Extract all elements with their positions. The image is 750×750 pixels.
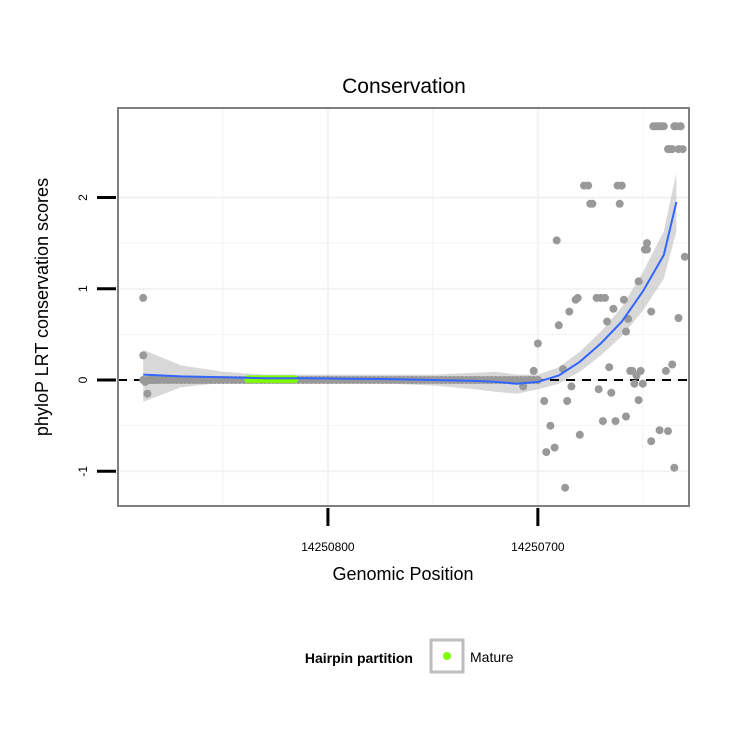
- data-point: [561, 483, 570, 492]
- y-tick-label: -1: [76, 466, 90, 477]
- data-point: [643, 239, 651, 248]
- y-axis: -1 0 1 2: [76, 194, 116, 477]
- smooth-line: [143, 201, 678, 385]
- legend: Hairpin partition Mature: [305, 638, 514, 674]
- data-point: [550, 443, 559, 452]
- data-point: [678, 145, 687, 154]
- data-point: [643, 245, 651, 254]
- data-point: [605, 363, 614, 372]
- data-point: [575, 430, 584, 439]
- data-point: [607, 388, 616, 397]
- legend-label-mature: Mature: [470, 649, 514, 665]
- data-point: [603, 317, 612, 326]
- data-point: [567, 382, 576, 391]
- data-point: [542, 448, 551, 457]
- data-point: [668, 360, 677, 369]
- chart-title: Conservation: [342, 75, 466, 98]
- data-point: [634, 396, 643, 405]
- legend-key-mature: [443, 652, 451, 660]
- data-point: [630, 379, 639, 388]
- data-point: [546, 421, 555, 430]
- data-point: [670, 463, 679, 472]
- data-point: [552, 236, 561, 245]
- x-tick-label: 14250800: [301, 540, 355, 554]
- y-axis-title: phyloP LRT conservation scores: [32, 178, 52, 436]
- data-point: [676, 122, 685, 131]
- smooth-curve: [143, 201, 678, 385]
- data-point: [143, 389, 152, 398]
- data-point: [540, 397, 549, 405]
- data-point: [139, 293, 148, 302]
- data-point: [647, 307, 656, 316]
- data-points: [139, 122, 689, 492]
- y-tick-label: 0: [76, 376, 90, 383]
- data-point: [563, 397, 572, 405]
- data-point: [519, 382, 528, 391]
- data-point: [634, 277, 643, 286]
- grid: [118, 108, 689, 506]
- x-axis: 14250800 14250700: [301, 508, 565, 554]
- data-point: [611, 417, 620, 426]
- y-tick-label: 2: [76, 194, 90, 201]
- data-point: [638, 379, 647, 388]
- data-point: [529, 366, 538, 375]
- data-point: [588, 199, 597, 208]
- legend-title: Hairpin partition: [305, 650, 413, 666]
- data-point: [636, 366, 645, 375]
- data-point: [647, 437, 656, 446]
- data-point: [554, 321, 563, 330]
- data-point: [617, 181, 626, 190]
- data-point: [674, 314, 683, 322]
- data-point: [655, 426, 664, 435]
- data-point: [533, 339, 542, 348]
- y-tick-label: 1: [76, 285, 90, 292]
- x-tick-label: 14250700: [511, 540, 565, 554]
- data-point: [615, 199, 624, 208]
- data-point: [664, 427, 672, 436]
- data-point: [680, 252, 689, 261]
- data-point: [668, 145, 677, 154]
- data-point: [619, 295, 628, 304]
- data-point: [601, 293, 609, 302]
- data-point: [565, 307, 574, 316]
- data-point: [594, 385, 603, 394]
- data-point: [661, 366, 670, 375]
- data-point: [584, 181, 593, 190]
- data-point: [659, 122, 668, 131]
- data-point: [598, 417, 607, 426]
- panel-border: [117, 107, 690, 507]
- data-point: [622, 412, 630, 421]
- data-point: [139, 351, 148, 360]
- data-point: [573, 293, 582, 302]
- data-point: [622, 327, 630, 336]
- data-point: [609, 304, 618, 313]
- x-axis-title: Genomic Position: [332, 564, 473, 584]
